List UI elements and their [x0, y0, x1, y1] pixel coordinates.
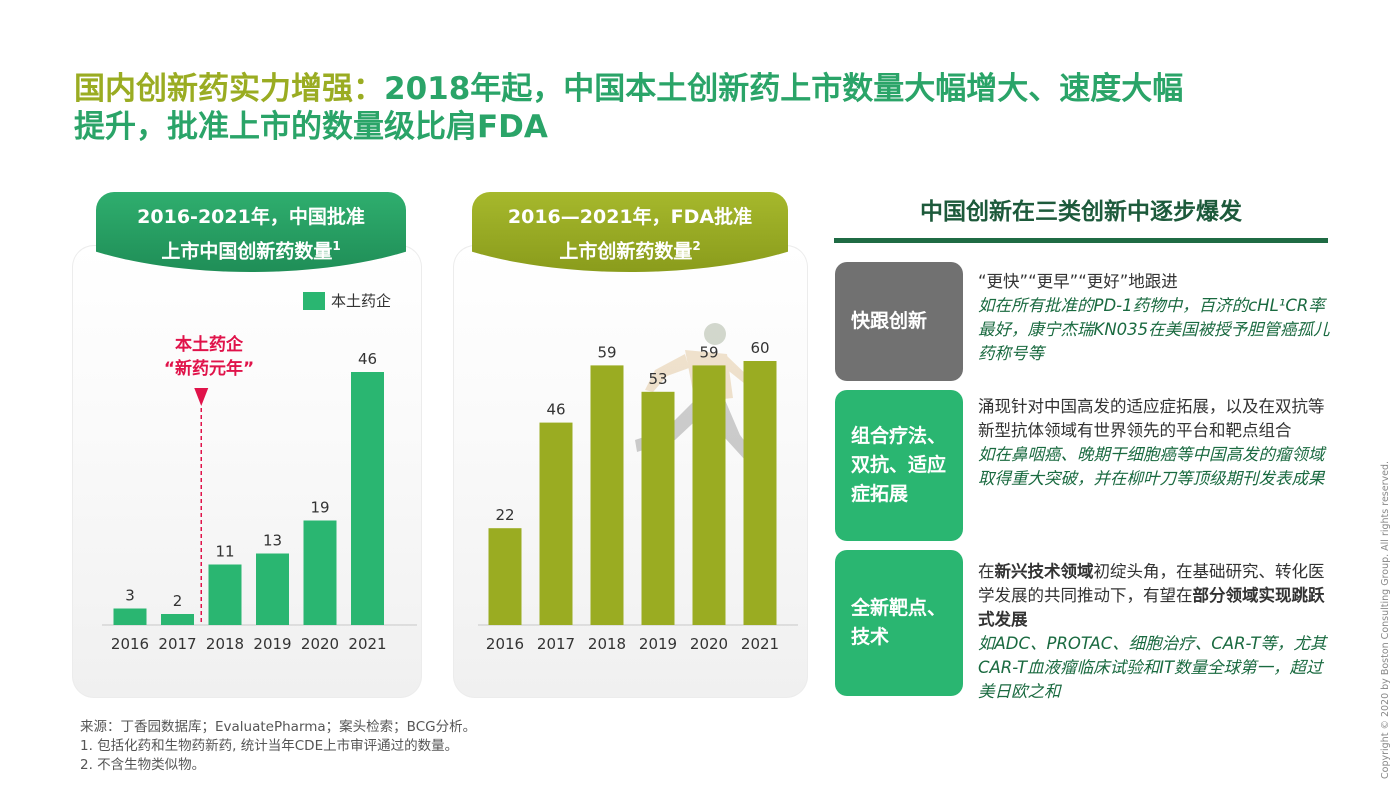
footnotes: 来源：丁香园数据库；EvaluatePharma；案头检索；BCG分析。 1. …: [80, 718, 476, 775]
page-title: 国内创新药实力增强：2018年起，中国本土创新药上市数量大幅增大、速度大幅 提升…: [74, 70, 1334, 146]
combination-example: 如在鼻咽癌、晚期干细胞癌等中国高发的瘤领域取得重大突破，并在柳叶刀等顶级期刊发表…: [978, 445, 1325, 488]
bar-2019: [641, 391, 675, 625]
data-label-2016: 3: [125, 587, 135, 605]
data-label-2018: 11: [215, 543, 234, 561]
legend-label: 本土药企: [331, 292, 392, 310]
left-chart-title: 2016-2021年，中国批准 上市中国创新药数量1: [96, 192, 406, 272]
combination-headline: 涌现针对中国高发的适应症拓展，以及在双抗等新型抗体领域有世界领先的平台和靶点组合: [978, 397, 1325, 440]
bar-2018: [208, 564, 242, 625]
data-label-2016: 22: [495, 506, 514, 524]
category-new-targets: 全新靶点、技术: [835, 550, 963, 696]
left-chart-legend: 本土药企: [303, 290, 391, 311]
left-chart-title-line1: 2016-2021年，中国批准: [137, 206, 365, 228]
tick-label-2017: 2017: [537, 635, 575, 653]
tick-label-2019: 2019: [639, 635, 677, 653]
data-label-2019: 53: [648, 370, 667, 388]
new-targets-headline: 在新兴技术领域初绽头角，在基础研究、转化医学发展的共同推动下，有望在部分领域实现…: [978, 562, 1325, 629]
combination-description: 涌现针对中国高发的适应症拓展，以及在双抗等新型抗体领域有世界领先的平台和靶点组合…: [978, 395, 1333, 491]
bar-2017: [161, 614, 194, 625]
left-chart-footnote-ref: 1: [332, 239, 341, 253]
tick-label-2021: 2021: [741, 635, 779, 653]
right-bar-chart: 22 2016 46 2017 59 2018 53 2019 59 2020 60 2021: [478, 339, 798, 653]
bar-2020: [692, 365, 726, 625]
data-label-2019: 13: [263, 532, 282, 550]
data-label-2017: 2: [173, 592, 183, 610]
left-chart-title-line2: 上市中国创新药数量: [161, 240, 333, 263]
bar-2017: [539, 422, 573, 625]
data-label-2018: 59: [597, 343, 616, 361]
title-line2: 提升，批准上市的数量级比肩FDA: [74, 109, 548, 145]
bar-2016: [488, 528, 522, 625]
tick-label-2020: 2020: [690, 635, 728, 653]
tick-label-2019: 2019: [253, 635, 291, 653]
annotation-arrow: [194, 388, 209, 406]
title-line1: 2018年起，中国本土创新药上市数量大幅增大、速度大幅: [384, 71, 1184, 107]
fast-follow-example: 如在所有批准的PD-1药物中，百济的cHL¹CR率最好，康宁杰瑞KN035在美国…: [978, 296, 1330, 363]
data-label-2020: 19: [310, 499, 329, 517]
data-label-2021: 60: [750, 339, 769, 357]
new-drug-year-annotation: 本土药企 “新药元年”: [130, 333, 288, 381]
category-combination-therapy: 组合疗法、双抗、适应症拓展: [835, 390, 963, 541]
tick-label-2017: 2017: [158, 635, 196, 653]
data-label-2017: 46: [546, 401, 565, 419]
annotation-line2: “新药元年”: [163, 359, 255, 379]
bar-2020: [303, 520, 337, 625]
data-label-2020: 59: [699, 343, 718, 361]
fast-follow-description: “更快”“更早”“更好”地跟进 如在所有批准的PD-1药物中，百济的cHL¹CR…: [978, 270, 1333, 366]
category-fast-follow: 快跟创新: [835, 262, 963, 381]
bar-2016: [113, 608, 147, 625]
bar-2019: [256, 553, 289, 625]
tick-label-2016: 2016: [111, 635, 149, 653]
bar-2018: [590, 365, 624, 625]
left-bar-chart: 3 2016 2 2017 11 2018 13 2019 19 2020 46 2021: [102, 350, 417, 653]
data-label-2021: 46: [358, 350, 377, 368]
tick-label-2020: 2020: [301, 635, 339, 653]
side-panel-header: 中国创新在三类创新中逐步爆发: [920, 199, 1242, 225]
right-chart-title-line1: 2016—2021年，FDA批准: [507, 206, 753, 228]
right-chart-title-line2: 上市创新药数量: [559, 240, 693, 263]
footnote-2: 2. 不含生物类似物。: [80, 757, 206, 773]
bar-2021: [743, 361, 777, 625]
right-chart-title: 2016—2021年，FDA批准 上市创新药数量2: [472, 192, 788, 272]
fast-follow-headline: “更快”“更早”“更好”地跟进: [978, 272, 1178, 291]
footnote-source: 来源：丁香园数据库；EvaluatePharma；案头检索；BCG分析。: [80, 719, 477, 735]
bar-2021: [351, 372, 384, 625]
tick-label-2018: 2018: [588, 635, 626, 653]
legend-swatch: [303, 291, 325, 310]
footnote-1: 1. 包括化药和生物药新药, 统计当年CDE上市审评通过的数量。: [80, 738, 459, 754]
copyright: Copyright © 2020 by Boston Consulting Gr…: [1380, 460, 1391, 779]
tick-label-2016: 2016: [486, 635, 524, 653]
side-panel-divider: [834, 238, 1328, 243]
annotation-line1: 本土药企: [175, 335, 243, 355]
right-chart-footnote-ref: 2: [692, 239, 701, 253]
tick-label-2018: 2018: [206, 635, 244, 653]
new-targets-example: 如ADC、PROTAC、细胞治疗、CAR-T等，尤其CAR-T血液瘤临床试验和I…: [978, 634, 1327, 701]
title-highlight: 国内创新药实力增强：: [74, 71, 384, 107]
new-targets-description: 在新兴技术领域初绽头角，在基础研究、转化医学发展的共同推动下，有望在部分领域实现…: [978, 560, 1333, 704]
tick-label-2021: 2021: [348, 635, 386, 653]
